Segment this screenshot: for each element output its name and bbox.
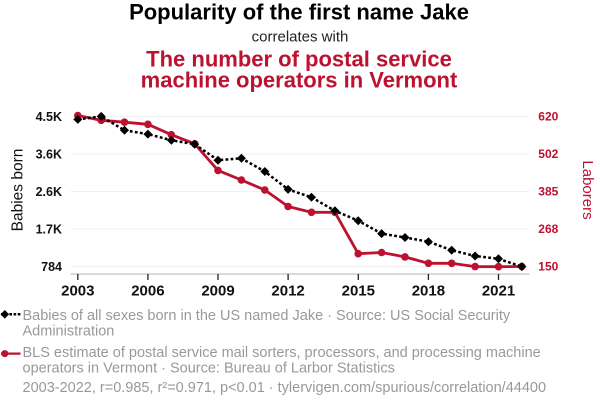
svg-text:385: 385 [538, 185, 558, 199]
svg-text:784: 784 [41, 260, 62, 274]
svg-text:BLS estimate of postal service: BLS estimate of postal service mail sort… [23, 345, 541, 361]
svg-text:268: 268 [538, 222, 558, 236]
svg-text:Popularity of the first name J: Popularity of the first name Jake [129, 0, 469, 25]
svg-text:4.5K: 4.5K [36, 110, 62, 124]
svg-text:2.6K: 2.6K [36, 185, 62, 199]
svg-text:Laborers: Laborers [579, 160, 596, 219]
svg-text:2003-2022, r=0.985, r²=0.971,: 2003-2022, r=0.985, r²=0.971, p<0.01 · t… [23, 380, 547, 396]
svg-text:502: 502 [538, 147, 558, 161]
svg-text:operators in Vermont · Source:: operators in Vermont · Source: Bureau of… [23, 360, 395, 376]
svg-text:2009: 2009 [201, 283, 234, 300]
svg-text:2012: 2012 [271, 283, 304, 300]
svg-text:correlates with: correlates with [252, 29, 349, 46]
svg-text:Administration: Administration [23, 324, 115, 340]
svg-text:Babies of all sexes born in th: Babies of all sexes born in the US named… [23, 308, 511, 324]
svg-text:2015: 2015 [342, 283, 375, 300]
svg-text:620: 620 [538, 110, 558, 124]
svg-text:150: 150 [538, 260, 558, 274]
svg-text:Babies born: Babies born [10, 149, 27, 232]
svg-text:The number of postal service: The number of postal service [146, 46, 452, 71]
svg-text:2006: 2006 [131, 283, 164, 300]
svg-text:machine operators in Vermont: machine operators in Vermont [141, 67, 458, 92]
svg-text:1.7K: 1.7K [36, 223, 62, 237]
svg-text:2003: 2003 [61, 283, 94, 300]
svg-text:2018: 2018 [412, 283, 445, 300]
svg-text:2021: 2021 [482, 283, 515, 300]
svg-text:3.6K: 3.6K [36, 148, 62, 162]
